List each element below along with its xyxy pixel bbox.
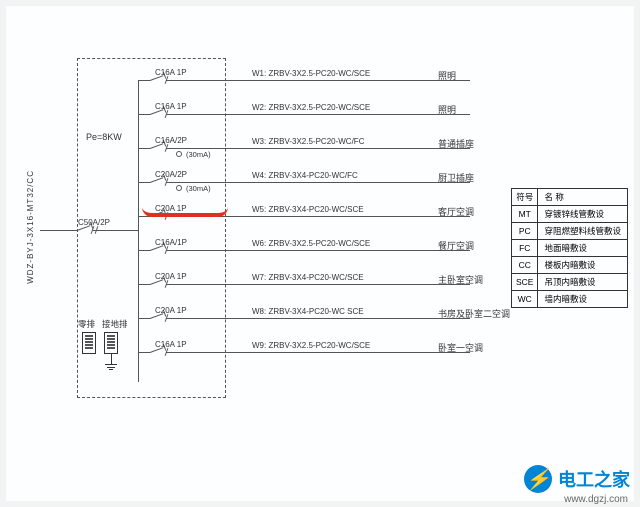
- legend-row: WC墙内暗敷设: [512, 291, 628, 308]
- legend-symbol: PC: [512, 223, 538, 240]
- circuit-spec: W1: ZRBV-3X2.5-PC20-WC/SCE: [252, 69, 370, 78]
- legend-name: 穿镀锌线管敷设: [538, 206, 628, 223]
- busbar-pe-label: 接地排: [102, 318, 128, 330]
- distribution-box-outline: [77, 58, 226, 398]
- circuit-load-label: 主卧室空调: [438, 273, 483, 286]
- legend-name: 穿阻燃塑料线管敷设: [538, 223, 628, 240]
- rcd-icon: [176, 185, 182, 191]
- red-annotation: [142, 207, 228, 217]
- circuit-breaker-label: C16A/1P: [155, 238, 187, 247]
- busbar-n-label: 零排: [78, 318, 95, 330]
- legend-row: MT穿镀锌线管敷设: [512, 206, 628, 223]
- circuit-spec: W2: ZRBV-3X2.5-PC20-WC/SCE: [252, 103, 370, 112]
- circuit-line-in: [138, 352, 150, 353]
- legend-row: SCE吊顶内暗敷设: [512, 274, 628, 291]
- legend-name: 地面暗敷设: [538, 240, 628, 257]
- circuit-line-in: [138, 318, 150, 319]
- main-to-bus: [93, 230, 138, 231]
- main-breaker-label: C50A/2P: [78, 218, 110, 227]
- circuit-breaker-label: C16A 1P: [155, 340, 187, 349]
- circuit-line-out: [238, 318, 470, 319]
- circuit-line-mid: [166, 284, 238, 285]
- circuit-line-out: [238, 352, 470, 353]
- circuit-line-mid: [166, 352, 238, 353]
- circuit-line-mid: [166, 318, 238, 319]
- legend-symbol: CC: [512, 257, 538, 274]
- circuit-line-in: [138, 284, 150, 285]
- incoming-cable-label: WDZ-BYJ-3X16-MT32/CC: [26, 170, 35, 284]
- circuit-line-in: [138, 148, 150, 149]
- circuit-load-label: 照明: [438, 69, 456, 82]
- legend-row: PC穿阻燃塑料线管敷设: [512, 223, 628, 240]
- circuit-breaker-label: C20A 1P: [155, 306, 187, 315]
- circuit-line-mid: [166, 80, 238, 81]
- vertical-bus: [138, 80, 139, 382]
- watermark-url: www.dgzj.com: [564, 494, 628, 505]
- circuit-line-mid: [166, 250, 238, 251]
- rcd-label: (30mA): [186, 184, 211, 193]
- circuit-load-label: 普通插座: [438, 137, 474, 150]
- circuit-breaker-label: C20A 1P: [155, 272, 187, 281]
- busbar-pe-box: [104, 332, 118, 354]
- rcd-label: (30mA): [186, 150, 211, 159]
- circuit-breaker-label: C16A 1P: [155, 102, 187, 111]
- circuit-line-in: [138, 114, 150, 115]
- circuit-spec: W4: ZRBV-3X4-PC20-WC/FC: [252, 171, 358, 180]
- circuit-spec: W6: ZRBV-3X2.5-PC20-WC/SCE: [252, 239, 370, 248]
- diagram-canvas: WDZ-BYJ-3X16-MT32/CC C50A/2P Pe=8KW C16A…: [0, 0, 640, 507]
- circuit-line-in: [138, 250, 150, 251]
- circuit-line-out: [238, 148, 470, 149]
- circuit-line-in: [138, 182, 150, 183]
- circuit-load-label: 餐厅空调: [438, 239, 474, 252]
- circuit-load-label: 卧室一空调: [438, 341, 483, 354]
- circuit-line-out: [238, 80, 470, 81]
- incoming-line: [40, 230, 77, 231]
- circuit-line-out: [238, 284, 470, 285]
- circuit-line-out: [238, 114, 470, 115]
- circuit-load-label: 厨卫插座: [438, 171, 474, 184]
- legend-name: 墙内暗敷设: [538, 291, 628, 308]
- busbar-n-box: [82, 332, 96, 354]
- circuit-line-out: [238, 216, 470, 217]
- circuit-line-out: [238, 182, 470, 183]
- legend-symbol: FC: [512, 240, 538, 257]
- circuit-line-out: [238, 250, 470, 251]
- circuit-spec: W9: ZRBV-3X2.5-PC20-WC/SCE: [252, 341, 370, 350]
- legend-header-sym: 符号: [512, 189, 538, 206]
- circuit-spec: W8: ZRBV-3X4-PC20-WC SCE: [252, 307, 364, 316]
- circuit-load-label: 客厅空调: [438, 205, 474, 218]
- legend-table: 符号 名 称 MT穿镀锌线管敷设PC穿阻燃塑料线管敷设FC地面暗敷设CC楼板内暗…: [511, 188, 628, 308]
- circuit-breaker-label: C16A 1P: [155, 68, 187, 77]
- circuit-spec: W5: ZRBV-3X4-PC20-WC/SCE: [252, 205, 364, 214]
- legend-symbol: SCE: [512, 274, 538, 291]
- watermark: ⚡ 电工之家: [524, 465, 630, 493]
- watermark-logo-icon: ⚡: [524, 465, 552, 493]
- legend-header-name: 名 称: [538, 189, 628, 206]
- circuit-line-mid: [166, 114, 238, 115]
- legend-symbol: WC: [512, 291, 538, 308]
- circuit-load-label: 照明: [438, 103, 456, 116]
- legend-name: 吊顶内暗敷设: [538, 274, 628, 291]
- legend-body: MT穿镀锌线管敷设PC穿阻燃塑料线管敷设FC地面暗敷设CC楼板内暗敷设SCE吊顶…: [512, 206, 628, 308]
- circuit-load-label: 书房及卧室二空调: [438, 307, 510, 320]
- circuit-spec: W3: ZRBV-3X2.5-PC20-WC/FC: [252, 137, 364, 146]
- power-label: Pe=8KW: [86, 132, 122, 142]
- circuit-line-mid: [166, 182, 238, 183]
- circuit-spec: W7: ZRBV-3X4-PC20-WC/SCE: [252, 273, 364, 282]
- circuit-line-in: [138, 80, 150, 81]
- legend-symbol: MT: [512, 206, 538, 223]
- legend-header-row: 符号 名 称: [512, 189, 628, 206]
- circuit-breaker-label: C20A/2P: [155, 170, 187, 179]
- circuit-breaker-label: C16A/2P: [155, 136, 187, 145]
- rcd-icon: [176, 151, 182, 157]
- circuit-line-mid: [166, 148, 238, 149]
- legend-name: 楼板内暗敷设: [538, 257, 628, 274]
- legend-row: FC地面暗敷设: [512, 240, 628, 257]
- ground-symbol: [105, 354, 117, 370]
- legend-row: CC楼板内暗敷设: [512, 257, 628, 274]
- watermark-brand: 电工之家: [558, 466, 630, 492]
